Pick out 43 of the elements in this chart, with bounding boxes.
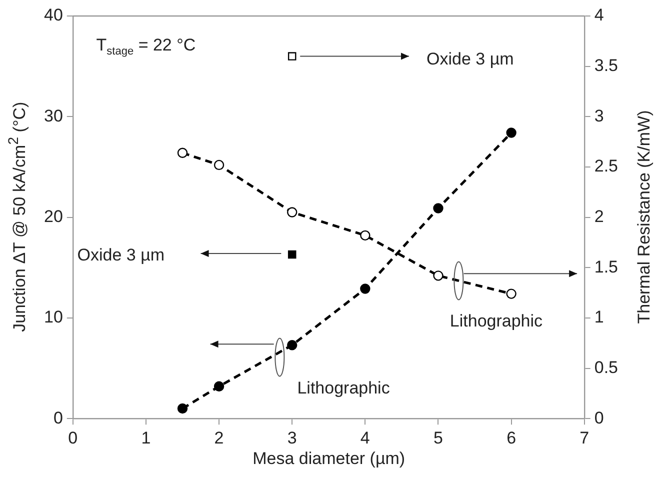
- point: [288, 250, 296, 259]
- y2-tick-label: 2: [594, 206, 604, 226]
- x-tick-label: 7: [580, 428, 590, 448]
- point: [433, 270, 444, 281]
- y2-tick-label: 2.5: [594, 156, 618, 176]
- y2-tick-label: 1.5: [594, 257, 618, 276]
- annotation: T$_{stage}$ = 22 °C: [96, 35, 196, 58]
- x-tick-label: 4: [360, 428, 370, 448]
- y2-axis-title: Thermal Resistance (K/mW): [634, 110, 654, 324]
- y2-tick-label: 4: [594, 6, 604, 25]
- y-tick-label: 30: [44, 106, 63, 126]
- y2-tick-label: 3: [594, 106, 604, 126]
- x-tick-label: 3: [287, 428, 297, 448]
- point: [288, 52, 296, 60]
- point: [360, 230, 370, 241]
- point: [177, 148, 188, 158]
- x-tick-label: 0: [68, 428, 78, 448]
- x-tick-label: 6: [506, 428, 516, 448]
- x-axis-title: Mesa diameter (µm): [252, 448, 406, 469]
- y2-tick-label: 3.5: [594, 56, 618, 76]
- y2-tick-label: 0.5: [594, 358, 618, 377]
- annotation: Oxide 3 µm: [426, 50, 514, 69]
- annotation: Lithographic: [450, 311, 543, 330]
- annotation: Lithographic: [297, 378, 390, 398]
- point: [177, 403, 188, 414]
- y-tick-label: 40: [44, 6, 63, 25]
- y-tick-label: 20: [44, 206, 63, 226]
- y2-tick-label: 1: [594, 308, 604, 327]
- x-tick-label: 5: [434, 428, 443, 448]
- point: [287, 207, 298, 218]
- point: [360, 284, 370, 294]
- x-tick-label: 2: [214, 428, 224, 448]
- y-tick-label: 10: [44, 308, 63, 327]
- point: [214, 381, 224, 392]
- point: [433, 203, 444, 214]
- point: [506, 128, 516, 138]
- point: [506, 288, 516, 299]
- y2-tick-label: 0: [594, 408, 604, 428]
- point: [287, 340, 298, 350]
- x-tick-label: 1: [141, 428, 151, 448]
- y-tick-label: 0: [53, 408, 63, 428]
- point: [214, 160, 224, 170]
- annotation: Oxide 3 µm: [77, 245, 165, 264]
